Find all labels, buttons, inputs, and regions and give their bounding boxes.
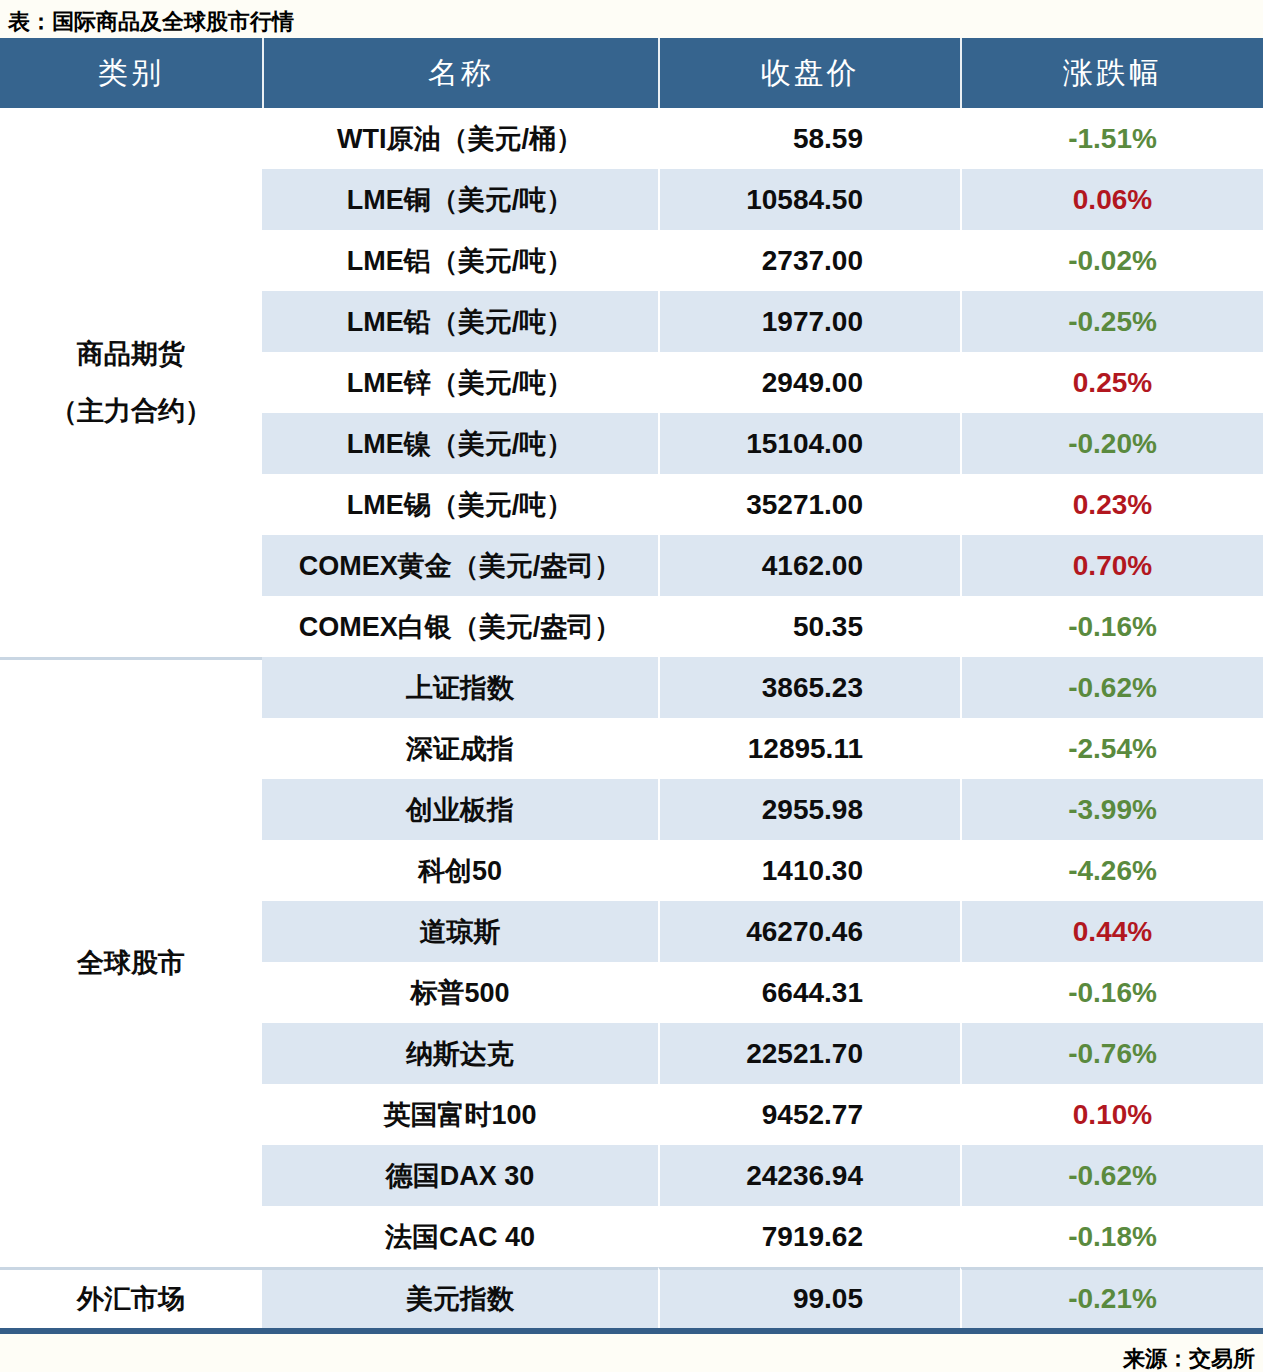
change-cell: -1.51% [960, 108, 1263, 169]
name-cell: COMEX白银（美元/盎司） [262, 596, 658, 657]
close-cell: 9452.77 [658, 1084, 960, 1145]
column-header-name: 名称 [262, 38, 658, 108]
name-cell: 创业板指 [262, 779, 658, 840]
name-cell: 科创50 [262, 840, 658, 901]
column-header-change: 涨跌幅 [960, 38, 1263, 108]
close-cell: 2737.00 [658, 230, 960, 291]
name-cell: LME锡（美元/吨） [262, 474, 658, 535]
change-cell: -0.62% [960, 1145, 1263, 1206]
name-cell: 道琼斯 [262, 901, 658, 962]
change-cell: -0.16% [960, 962, 1263, 1023]
close-cell: 10584.50 [658, 169, 960, 230]
change-cell: -0.21% [960, 1267, 1263, 1328]
category-cell-fx-market: 外汇市场 [0, 1267, 262, 1328]
name-cell: LME铜（美元/吨） [262, 169, 658, 230]
close-cell: 3865.23 [658, 657, 960, 718]
change-cell: -0.16% [960, 596, 1263, 657]
name-cell: 美元指数 [262, 1267, 658, 1328]
change-cell: -0.25% [960, 291, 1263, 352]
close-cell: 2949.00 [658, 352, 960, 413]
name-cell: WTI原油（美元/桶） [262, 108, 658, 169]
name-cell: LME铝（美元/吨） [262, 230, 658, 291]
change-cell: -0.20% [960, 413, 1263, 474]
change-cell: 0.70% [960, 535, 1263, 596]
page-title: 表：国际商品及全球股市行情 [0, 0, 1263, 38]
name-cell: LME锌（美元/吨） [262, 352, 658, 413]
close-cell: 15104.00 [658, 413, 960, 474]
close-cell: 24236.94 [658, 1145, 960, 1206]
name-cell: 英国富时100 [262, 1084, 658, 1145]
change-cell: 0.06% [960, 169, 1263, 230]
source-note: 来源：交易所 [0, 1334, 1263, 1372]
name-cell: 上证指数 [262, 657, 658, 718]
category-cell-global-stocks: 全球股市 [0, 657, 262, 1267]
change-cell: -4.26% [960, 840, 1263, 901]
name-cell: 标普500 [262, 962, 658, 1023]
name-cell: 德国DAX 30 [262, 1145, 658, 1206]
change-cell: -0.02% [960, 230, 1263, 291]
category-cell-commodity-futures: 商品期货 （主力合约） [0, 108, 262, 657]
close-cell: 6644.31 [658, 962, 960, 1023]
close-cell: 22521.70 [658, 1023, 960, 1084]
close-cell: 4162.00 [658, 535, 960, 596]
change-cell: -0.18% [960, 1206, 1263, 1267]
name-cell: LME铅（美元/吨） [262, 291, 658, 352]
close-cell: 2955.98 [658, 779, 960, 840]
change-cell: -2.54% [960, 718, 1263, 779]
column-header-close: 收盘价 [658, 38, 960, 108]
name-cell: 深证成指 [262, 718, 658, 779]
change-cell: 0.44% [960, 901, 1263, 962]
name-cell: 纳斯达克 [262, 1023, 658, 1084]
change-cell: 0.23% [960, 474, 1263, 535]
name-cell: COMEX黄金（美元/盎司） [262, 535, 658, 596]
close-cell: 50.35 [658, 596, 960, 657]
close-cell: 35271.00 [658, 474, 960, 535]
close-cell: 1977.00 [658, 291, 960, 352]
column-header-category: 类别 [0, 38, 262, 108]
close-cell: 7919.62 [658, 1206, 960, 1267]
close-cell: 99.05 [658, 1267, 960, 1328]
change-cell: 0.10% [960, 1084, 1263, 1145]
change-cell: -0.76% [960, 1023, 1263, 1084]
close-cell: 1410.30 [658, 840, 960, 901]
change-cell: 0.25% [960, 352, 1263, 413]
close-cell: 12895.11 [658, 718, 960, 779]
change-cell: -3.99% [960, 779, 1263, 840]
close-cell: 46270.46 [658, 901, 960, 962]
close-cell: 58.59 [658, 108, 960, 169]
market-table: 类别 名称 收盘价 涨跌幅 商品期货 （主力合约）WTI原油（美元/桶）58.5… [0, 38, 1263, 1334]
name-cell: 法国CAC 40 [262, 1206, 658, 1267]
name-cell: LME镍（美元/吨） [262, 413, 658, 474]
change-cell: -0.62% [960, 657, 1263, 718]
